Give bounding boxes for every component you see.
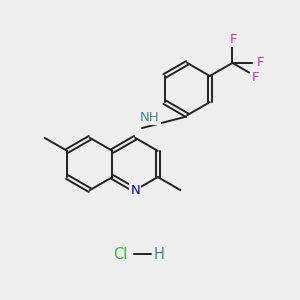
Text: F: F <box>230 33 238 46</box>
Text: Cl: Cl <box>113 247 127 262</box>
Text: F: F <box>251 71 259 84</box>
Text: N: N <box>130 184 140 196</box>
Text: NH: NH <box>140 111 159 124</box>
Text: H: H <box>154 247 164 262</box>
Text: F: F <box>256 56 264 69</box>
